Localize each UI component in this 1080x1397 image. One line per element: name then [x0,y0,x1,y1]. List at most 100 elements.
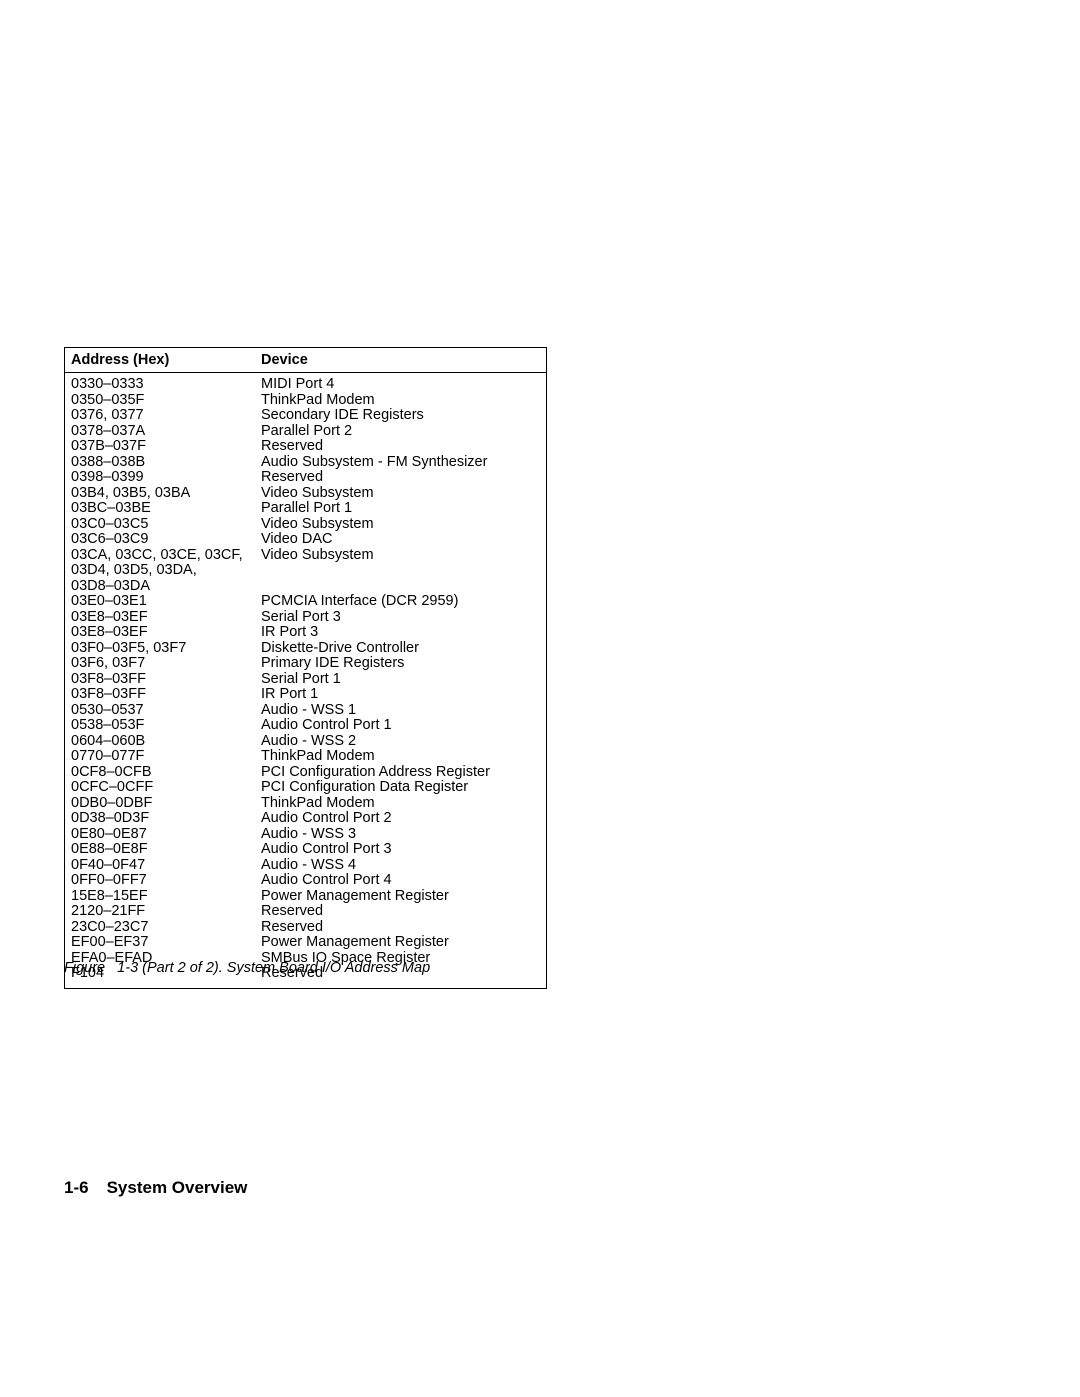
header-device: Device [261,352,540,368]
cell-device: ThinkPad Modem [261,393,540,409]
cell-device: Audio Subsystem - FM Synthesizer [261,455,540,471]
cell-address: 0E80–0E87 [71,827,261,843]
cell-address: 0538–053F [71,718,261,734]
cell-address: 03CA, 03CC, 03CE, 03CF, 03D4, 03D5, 03DA… [71,548,261,595]
cell-address: 0CFC–0CFF [71,780,261,796]
cell-address: 0FF0–0FF7 [71,873,261,889]
table-row: 03C6–03C9Video DAC [71,532,540,548]
table-row: 0376, 0377Secondary IDE Registers [71,408,540,424]
cell-device: Reserved [261,439,540,455]
cell-address: 0378–037A [71,424,261,440]
table-row: 0350–035FThinkPad Modem [71,393,540,409]
section-title: System Overview [107,1178,248,1197]
table-row: EF00–EF37Power Management Register [71,935,540,951]
cell-device: Parallel Port 1 [261,501,540,517]
cell-device: IR Port 1 [261,687,540,703]
page-footer: 1-6 System Overview [64,1178,247,1198]
table-header-row: Address (Hex) Device [65,348,546,373]
cell-address: 2120–21FF [71,904,261,920]
cell-device: ThinkPad Modem [261,796,540,812]
cell-address: EF00–EF37 [71,935,261,951]
table-row: 0388–038BAudio Subsystem - FM Synthesize… [71,455,540,471]
cell-address: 0F40–0F47 [71,858,261,874]
cell-device: Video Subsystem [261,548,540,595]
cell-address: 0D38–0D3F [71,811,261,827]
table-row: 03B4, 03B5, 03BAVideo Subsystem [71,486,540,502]
cell-device: MIDI Port 4 [261,377,540,393]
cell-device: Audio Control Port 2 [261,811,540,827]
table-row: 0330–0333MIDI Port 4 [71,377,540,393]
cell-address: 03BC–03BE [71,501,261,517]
cell-address: 03F8–03FF [71,672,261,688]
cell-address: 03C6–03C9 [71,532,261,548]
cell-address: 03F8–03FF [71,687,261,703]
cell-device: Video Subsystem [261,486,540,502]
header-address: Address (Hex) [71,352,261,368]
cell-address: 0604–060B [71,734,261,750]
table-row: 0E88–0E8FAudio Control Port 3 [71,842,540,858]
cell-device: Reserved [261,470,540,486]
cell-device: Audio - WSS 2 [261,734,540,750]
cell-device: PCI Configuration Address Register [261,765,540,781]
cell-device: Video Subsystem [261,517,540,533]
cell-address: 23C0–23C7 [71,920,261,936]
table-row: 0378–037AParallel Port 2 [71,424,540,440]
page: Address (Hex) Device 0330–0333MIDI Port … [0,0,1080,1397]
table-row: 0CFC–0CFFPCI Configuration Data Register [71,780,540,796]
cell-device: Audio Control Port 3 [261,842,540,858]
cell-device: Secondary IDE Registers [261,408,540,424]
cell-device: Audio Control Port 4 [261,873,540,889]
cell-device: Power Management Register [261,935,540,951]
cell-address: 03E8–03EF [71,610,261,626]
cell-device: PCI Configuration Data Register [261,780,540,796]
cell-address: 0388–038B [71,455,261,471]
cell-device: IR Port 3 [261,625,540,641]
cell-device: Serial Port 1 [261,672,540,688]
cell-address: 0330–0333 [71,377,261,393]
cell-address: 03E8–03EF [71,625,261,641]
cell-address: 0398–0399 [71,470,261,486]
cell-device: Reserved [261,920,540,936]
table-row: 03E0–03E1PCMCIA Interface (DCR 2959) [71,594,540,610]
cell-address: 0DB0–0DBF [71,796,261,812]
cell-device: Audio - WSS 4 [261,858,540,874]
cell-address: 0E88–0E8F [71,842,261,858]
cell-address: 037B–037F [71,439,261,455]
table-row: 23C0–23C7Reserved [71,920,540,936]
table-row: 03E8–03EFIR Port 3 [71,625,540,641]
cell-address: 0376, 0377 [71,408,261,424]
cell-address: 0CF8–0CFB [71,765,261,781]
table-row: 03CA, 03CC, 03CE, 03CF, 03D4, 03D5, 03DA… [71,548,540,595]
table-row: 03BC–03BEParallel Port 1 [71,501,540,517]
cell-address: 03C0–03C5 [71,517,261,533]
cell-address: 15E8–15EF [71,889,261,905]
table-row: 0E80–0E87Audio - WSS 3 [71,827,540,843]
cell-device: Video DAC [261,532,540,548]
table-row: 0770–077FThinkPad Modem [71,749,540,765]
page-number: 1-6 [64,1178,89,1197]
cell-device: PCMCIA Interface (DCR 2959) [261,594,540,610]
cell-device: Primary IDE Registers [261,656,540,672]
table-row: 15E8–15EFPower Management Register [71,889,540,905]
cell-device: Parallel Port 2 [261,424,540,440]
io-address-table: Address (Hex) Device 0330–0333MIDI Port … [64,347,547,989]
table-row: 0398–0399Reserved [71,470,540,486]
cell-device: Audio - WSS 3 [261,827,540,843]
table-row: 037B–037FReserved [71,439,540,455]
cell-address: 0530–0537 [71,703,261,719]
table-row: 0530–0537Audio - WSS 1 [71,703,540,719]
table-row: 0FF0–0FF7Audio Control Port 4 [71,873,540,889]
table-row: 03F8–03FFIR Port 1 [71,687,540,703]
table-row: 0DB0–0DBFThinkPad Modem [71,796,540,812]
table-row: 0604–060BAudio - WSS 2 [71,734,540,750]
cell-device: Audio Control Port 1 [261,718,540,734]
table-body: 0330–0333MIDI Port 40350–035FThinkPad Mo… [65,373,546,988]
figure-caption: Figure 1-3 (Part 2 of 2). System Board I… [64,960,430,976]
cell-address: 03B4, 03B5, 03BA [71,486,261,502]
cell-address: 0770–077F [71,749,261,765]
table-row: 03E8–03EFSerial Port 3 [71,610,540,626]
cell-device: Audio - WSS 1 [261,703,540,719]
table-row: 0D38–0D3FAudio Control Port 2 [71,811,540,827]
table-row: 03F0–03F5, 03F7Diskette-Drive Controller [71,641,540,657]
table-row: 0F40–0F47Audio - WSS 4 [71,858,540,874]
